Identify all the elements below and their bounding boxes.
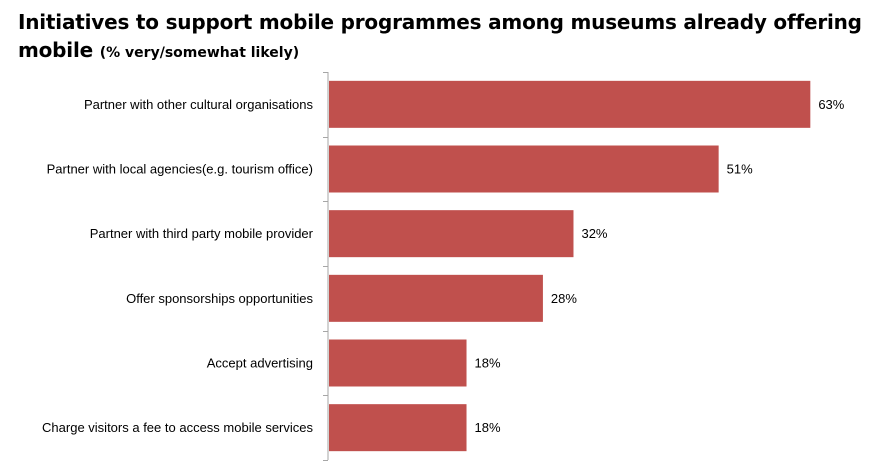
- bar: [329, 339, 467, 387]
- labels-layer: Partner with other cultural organisation…: [42, 97, 845, 435]
- category-axis: [323, 72, 329, 461]
- category-label: Partner with third party mobile provider: [90, 226, 314, 241]
- category-label: Accept advertising: [207, 356, 313, 371]
- value-label: 28%: [551, 291, 577, 306]
- category-label: Charge visitors a fee to access mobile s…: [42, 420, 313, 435]
- bars-layer: [329, 80, 811, 452]
- category-label: Partner with other cultural organisation…: [84, 97, 314, 112]
- category-label: Offer sponsorships opportunities: [126, 291, 313, 306]
- bar: [329, 80, 811, 128]
- value-label: 51%: [727, 162, 753, 177]
- value-label: 32%: [581, 226, 607, 241]
- value-label: 63%: [818, 97, 844, 112]
- chart-title-text: Initiatives to support mobile programmes…: [18, 10, 862, 62]
- value-label: 18%: [475, 420, 501, 435]
- chart-subtitle: (% very/somewhat likely): [99, 45, 300, 61]
- bar: [329, 404, 467, 452]
- category-label: Partner with local agencies(e.g. tourism…: [47, 162, 313, 177]
- bar: [329, 274, 543, 322]
- chart-title: Initiatives to support mobile programmes…: [18, 8, 878, 67]
- bar: [329, 145, 719, 193]
- value-label: 18%: [475, 356, 501, 371]
- bar: [329, 210, 574, 258]
